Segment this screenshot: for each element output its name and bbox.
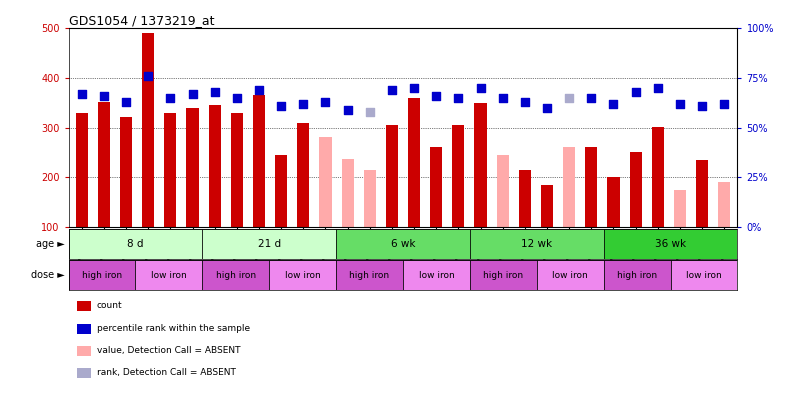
Text: percentile rank within the sample: percentile rank within the sample xyxy=(97,324,250,333)
Text: high iron: high iron xyxy=(350,271,389,280)
Text: GDS1054 / 1373219_at: GDS1054 / 1373219_at xyxy=(69,14,214,27)
Bar xyxy=(336,229,470,259)
Text: high iron: high iron xyxy=(216,271,256,280)
Text: value, Detection Call = ABSENT: value, Detection Call = ABSENT xyxy=(97,346,240,355)
Bar xyxy=(275,155,287,227)
Point xyxy=(607,100,620,107)
Bar xyxy=(142,33,154,227)
Point xyxy=(430,93,442,99)
Point xyxy=(696,102,708,109)
Bar xyxy=(496,155,509,227)
Bar xyxy=(674,190,686,227)
Point xyxy=(541,104,554,111)
Bar xyxy=(408,98,420,227)
Point xyxy=(297,100,310,107)
Bar xyxy=(164,113,177,227)
Point xyxy=(208,89,221,95)
Text: low iron: low iron xyxy=(552,271,588,280)
Bar xyxy=(253,95,265,227)
Text: 21 d: 21 d xyxy=(258,239,280,249)
Bar xyxy=(629,152,642,227)
Point xyxy=(496,95,509,101)
Bar xyxy=(470,260,537,290)
Bar xyxy=(403,260,470,290)
Point xyxy=(119,98,132,105)
Bar xyxy=(269,260,336,290)
Point xyxy=(98,93,110,99)
Bar xyxy=(69,229,202,259)
Bar xyxy=(231,113,243,227)
Bar xyxy=(186,108,198,227)
Bar xyxy=(120,117,132,227)
Bar xyxy=(585,147,597,227)
Bar xyxy=(364,170,376,227)
Point xyxy=(474,85,487,91)
Bar xyxy=(671,260,737,290)
Text: 12 wk: 12 wk xyxy=(521,239,552,249)
Point xyxy=(75,91,88,97)
Text: low iron: low iron xyxy=(285,271,321,280)
Point xyxy=(518,98,531,105)
Bar xyxy=(604,229,737,259)
Bar xyxy=(336,260,403,290)
Text: 6 wk: 6 wk xyxy=(391,239,415,249)
Point xyxy=(651,85,664,91)
Text: dose ►: dose ► xyxy=(31,270,64,280)
Point xyxy=(629,89,642,95)
Point xyxy=(164,95,177,101)
Bar xyxy=(470,229,604,259)
Bar xyxy=(135,260,202,290)
Bar xyxy=(202,260,269,290)
Point xyxy=(364,109,376,115)
Bar xyxy=(319,138,331,227)
Bar xyxy=(604,260,671,290)
Bar xyxy=(452,125,464,227)
Bar xyxy=(652,127,664,227)
Bar xyxy=(519,170,531,227)
Text: high iron: high iron xyxy=(82,271,122,280)
Bar xyxy=(69,260,135,290)
Bar xyxy=(696,160,708,227)
Bar xyxy=(541,185,553,227)
Point xyxy=(142,73,155,79)
Text: rank, Detection Call = ABSENT: rank, Detection Call = ABSENT xyxy=(97,368,235,377)
Bar xyxy=(386,125,398,227)
Bar xyxy=(297,123,310,227)
Bar xyxy=(202,229,336,259)
Point xyxy=(252,87,265,93)
Point xyxy=(563,95,575,101)
Point xyxy=(341,107,354,113)
Bar xyxy=(430,147,442,227)
Point xyxy=(452,95,465,101)
Point xyxy=(718,100,731,107)
Point xyxy=(408,85,421,91)
Point xyxy=(674,100,687,107)
Point xyxy=(275,102,288,109)
Text: high iron: high iron xyxy=(617,271,657,280)
Point xyxy=(231,95,243,101)
Bar xyxy=(209,105,221,227)
Bar xyxy=(718,182,730,227)
Bar xyxy=(537,260,604,290)
Point xyxy=(585,95,598,101)
Bar xyxy=(608,177,620,227)
Bar xyxy=(342,159,354,227)
Point xyxy=(385,87,398,93)
Text: 8 d: 8 d xyxy=(127,239,143,249)
Text: low iron: low iron xyxy=(151,271,187,280)
Point xyxy=(319,98,332,105)
Point xyxy=(186,91,199,97)
Bar xyxy=(475,103,487,227)
Bar xyxy=(76,113,88,227)
Text: low iron: low iron xyxy=(686,271,722,280)
Bar xyxy=(98,102,110,227)
Text: age ►: age ► xyxy=(35,239,64,249)
Text: 36 wk: 36 wk xyxy=(655,239,686,249)
Text: high iron: high iron xyxy=(484,271,523,280)
Text: low iron: low iron xyxy=(418,271,455,280)
Text: count: count xyxy=(97,301,123,310)
Bar xyxy=(563,147,575,227)
